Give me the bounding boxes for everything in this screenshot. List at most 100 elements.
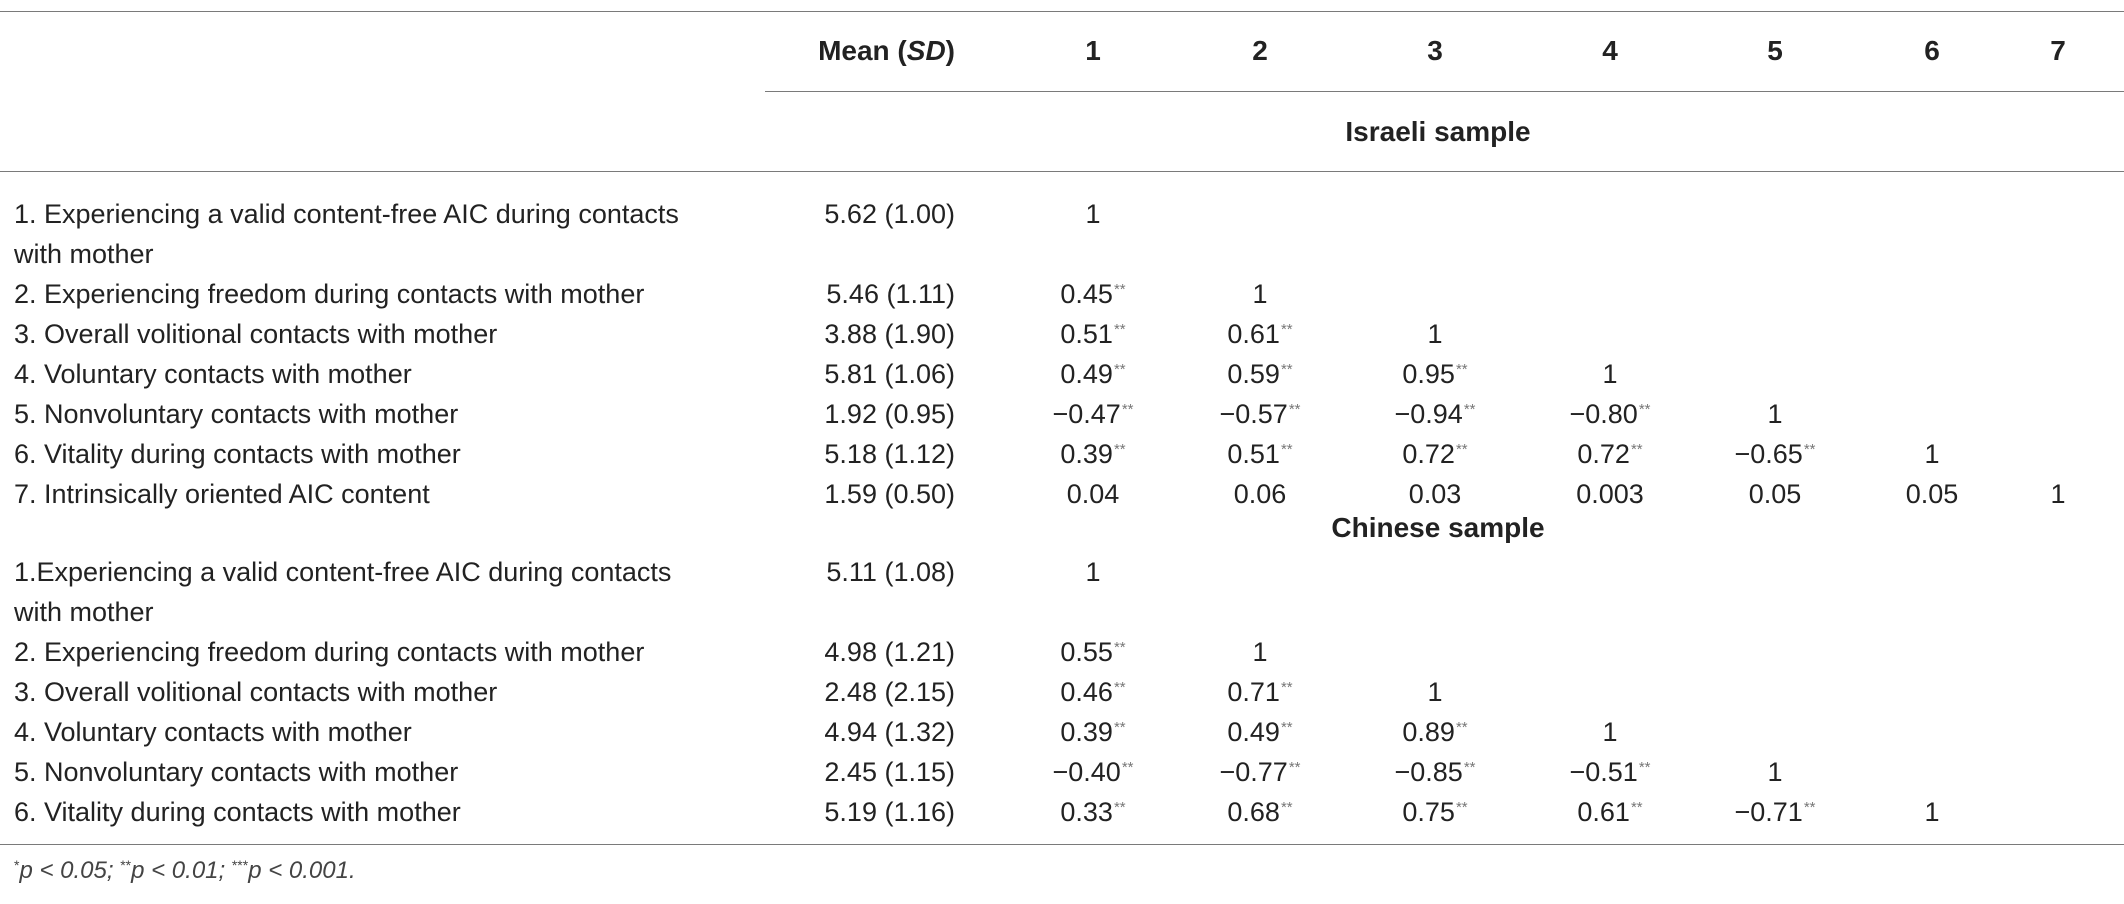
correlation-cell: 0.39** xyxy=(1060,434,1125,474)
correlation-cell: 1 xyxy=(1085,194,1100,234)
cell-value: 0.39 xyxy=(1060,717,1113,747)
correlation-cell: 0.45** xyxy=(1060,274,1125,314)
significance-marker: ** xyxy=(1114,441,1126,458)
cell-value: 1 xyxy=(2050,479,2065,509)
correlation-cell: 0.49** xyxy=(1227,712,1292,752)
cell-value: 0.95 xyxy=(1402,359,1455,389)
cell-value: −0.40 xyxy=(1052,757,1120,787)
significance-marker: ** xyxy=(1464,401,1476,418)
row-mean-sd: 3.88 (1.90) xyxy=(824,314,955,354)
correlation-cell: 0.55** xyxy=(1060,632,1125,672)
row-mean-sd: 2.45 (1.15) xyxy=(824,752,955,792)
correlation-cell: 0.95** xyxy=(1402,354,1467,394)
cell-value: 0.51 xyxy=(1227,439,1280,469)
cell-value: −0.57 xyxy=(1219,399,1287,429)
column-header-4: 4 xyxy=(1602,31,1618,71)
cell-value: 0.03 xyxy=(1409,479,1462,509)
correlation-cell: 0.68** xyxy=(1227,792,1292,832)
cell-value: 1 xyxy=(1252,279,1267,309)
correlation-cell: 1 xyxy=(1427,314,1442,354)
cell-value: −0.80 xyxy=(1569,399,1637,429)
row-label: 1. Experiencing a valid content-free AIC… xyxy=(14,194,679,234)
cell-value: 0.46 xyxy=(1060,677,1113,707)
cell-value: 0.45 xyxy=(1060,279,1113,309)
correlation-cell: 0.72** xyxy=(1577,434,1642,474)
cell-value: 0.59 xyxy=(1227,359,1280,389)
column-header-7: 7 xyxy=(2050,31,2066,71)
correlation-cell: 1 xyxy=(2050,474,2065,514)
cell-value: 1 xyxy=(1085,557,1100,587)
column-header-5: 5 xyxy=(1767,31,1783,71)
cell-value: −0.47 xyxy=(1052,399,1120,429)
sample-title: Chinese sample xyxy=(1331,508,1544,548)
row-mean-sd: 1.92 (0.95) xyxy=(824,394,955,434)
significance-marker: ** xyxy=(1456,719,1468,736)
significance-marker: ** xyxy=(1456,799,1468,816)
significance-marker: ** xyxy=(1289,401,1301,418)
bottom-rule xyxy=(0,844,2124,845)
correlation-cell: 0.04 xyxy=(1067,474,1120,514)
correlation-cell: −0.57** xyxy=(1219,394,1300,434)
row-mean-sd: 5.11 (1.08) xyxy=(826,552,955,592)
correlation-cell: 1 xyxy=(1602,712,1617,752)
row-label: 4. Voluntary contacts with mother xyxy=(14,712,412,752)
correlation-cell: 0.72** xyxy=(1402,434,1467,474)
correlation-cell: −0.40** xyxy=(1052,752,1133,792)
cell-value: −0.94 xyxy=(1394,399,1462,429)
row-label: 2. Experiencing freedom during contacts … xyxy=(14,274,644,314)
row-mean-sd: 5.62 (1.00) xyxy=(824,194,955,234)
column-header-6: 6 xyxy=(1924,31,1940,71)
cell-value: −0.51 xyxy=(1569,757,1637,787)
correlation-cell: −0.47** xyxy=(1052,394,1133,434)
cell-value: 0.49 xyxy=(1060,359,1113,389)
cell-value: 0.68 xyxy=(1227,797,1280,827)
cell-value: 0.05 xyxy=(1749,479,1802,509)
correlation-cell: 0.46** xyxy=(1060,672,1125,712)
correlation-cell: 1 xyxy=(1252,274,1267,314)
row-label: 5. Nonvoluntary contacts with mother xyxy=(14,752,458,792)
significance-marker: ** xyxy=(1281,321,1293,338)
significance-marker: ** xyxy=(1114,281,1126,298)
cell-value: 1 xyxy=(1924,439,1939,469)
significance-marker: ** xyxy=(1114,361,1126,378)
mean-sd-header: Mean (SD) xyxy=(818,31,955,71)
row-label: 4. Voluntary contacts with mother xyxy=(14,354,412,394)
significance-marker: ** xyxy=(1639,401,1651,418)
correlation-cell: 1 xyxy=(1767,752,1782,792)
cell-value: 1 xyxy=(1767,399,1782,429)
correlation-cell: −0.80** xyxy=(1569,394,1650,434)
sample-rule xyxy=(0,171,2124,172)
significance-marker: ** xyxy=(1281,679,1293,696)
correlation-cell: −0.71** xyxy=(1734,792,1815,832)
cell-value: 1 xyxy=(1427,319,1442,349)
cell-value: 1 xyxy=(1252,637,1267,667)
cell-value: −0.65 xyxy=(1734,439,1802,469)
significance-marker: ** xyxy=(1464,759,1476,776)
correlation-cell: 0.71** xyxy=(1227,672,1292,712)
correlation-cell: 0.51** xyxy=(1227,434,1292,474)
significance-marker: ** xyxy=(1456,441,1468,458)
cell-value: −0.85 xyxy=(1394,757,1462,787)
cell-value: 0.003 xyxy=(1576,479,1644,509)
cell-value: 1 xyxy=(1085,199,1100,229)
significance-marker: ** xyxy=(1631,441,1643,458)
row-mean-sd: 1.59 (0.50) xyxy=(824,474,955,514)
row-label: 6. Vitality during contacts with mother xyxy=(14,792,461,832)
correlation-cell: 0.05 xyxy=(1906,474,1959,514)
correlation-cell: 1 xyxy=(1767,394,1782,434)
row-mean-sd: 4.94 (1.32) xyxy=(824,712,955,752)
footnote: *p < 0.05; **p < 0.01; ***p < 0.001. xyxy=(14,857,356,885)
cell-value: 0.72 xyxy=(1402,439,1455,469)
correlation-cell: 1 xyxy=(1924,792,1939,832)
correlation-cell: 0.75** xyxy=(1402,792,1467,832)
significance-marker: ** xyxy=(1114,799,1126,816)
correlation-cell: 1 xyxy=(1252,632,1267,672)
correlation-cell: 0.61** xyxy=(1577,792,1642,832)
row-label: 5. Nonvoluntary contacts with mother xyxy=(14,394,458,434)
cell-value: 0.33 xyxy=(1060,797,1113,827)
cell-value: 0.55 xyxy=(1060,637,1113,667)
significance-marker: ** xyxy=(1456,361,1468,378)
header-rule xyxy=(765,91,2124,92)
significance-marker: ** xyxy=(1804,799,1816,816)
column-header-1: 1 xyxy=(1085,31,1101,71)
